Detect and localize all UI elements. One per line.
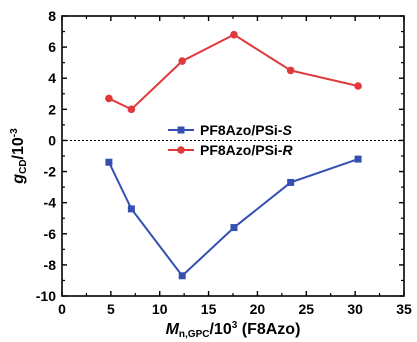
x-tick-label: 5	[107, 301, 115, 317]
x-tick-label: 20	[250, 301, 266, 317]
series-line	[108, 158, 359, 278]
data-point	[127, 105, 136, 114]
x-tick-label: 25	[298, 301, 314, 317]
y-tick-label: 4	[48, 70, 56, 86]
x-tick-label: 0	[58, 301, 66, 317]
series-line	[108, 33, 359, 111]
data-point	[286, 66, 295, 75]
x-tick-label: 30	[347, 301, 363, 317]
series-s	[105, 155, 362, 280]
y-tick-label: -2	[44, 164, 57, 180]
data-point	[105, 94, 113, 103]
legend: PF8Azo/PSi-S PF8Azo/PSi-R	[168, 122, 293, 158]
y-tick-label: 8	[48, 8, 56, 24]
y-tick-label: -8	[44, 257, 57, 273]
x-tick-label: 10	[152, 301, 168, 317]
data-point	[354, 82, 362, 90]
legend-marker-s	[177, 126, 185, 134]
y-tick-label: 0	[48, 132, 56, 148]
y-tick-label: -4	[44, 195, 57, 211]
data-point	[230, 224, 238, 232]
legend-item-s: PF8Azo/PSi-S	[168, 122, 292, 138]
tick-labels: 0 5 10 15 20 25 30 35 -10 -8 -6 -4 -2 0 2 4 6 8	[36, 8, 412, 317]
data-point	[105, 158, 113, 166]
y-tick-label: -6	[44, 226, 57, 242]
x-tick-label: 35	[396, 301, 412, 317]
legend-label-r: PF8Azo/PSi-R	[200, 142, 293, 158]
legend-item-r: PF8Azo/PSi-R	[168, 142, 293, 158]
data-point	[354, 155, 362, 163]
data-point	[230, 30, 238, 39]
legend-marker-r	[177, 146, 185, 154]
y-axis-title: gCD/10-3	[9, 128, 29, 185]
y-tick-label: -10	[36, 288, 56, 304]
data-point	[178, 57, 186, 65]
data-point	[127, 205, 135, 213]
x-axis-title: Mn,GPC/103 (F8Azo)	[166, 320, 301, 340]
data-point	[287, 178, 295, 186]
series-layer	[105, 30, 362, 280]
legend-label-s: PF8Azo/PSi-S	[200, 122, 292, 138]
data-point	[178, 272, 186, 280]
ticks	[61, 15, 405, 297]
y-tick-label: 6	[48, 39, 56, 55]
x-tick-label: 15	[201, 301, 217, 317]
y-tick-label: 2	[48, 101, 56, 117]
series-r	[105, 30, 362, 114]
